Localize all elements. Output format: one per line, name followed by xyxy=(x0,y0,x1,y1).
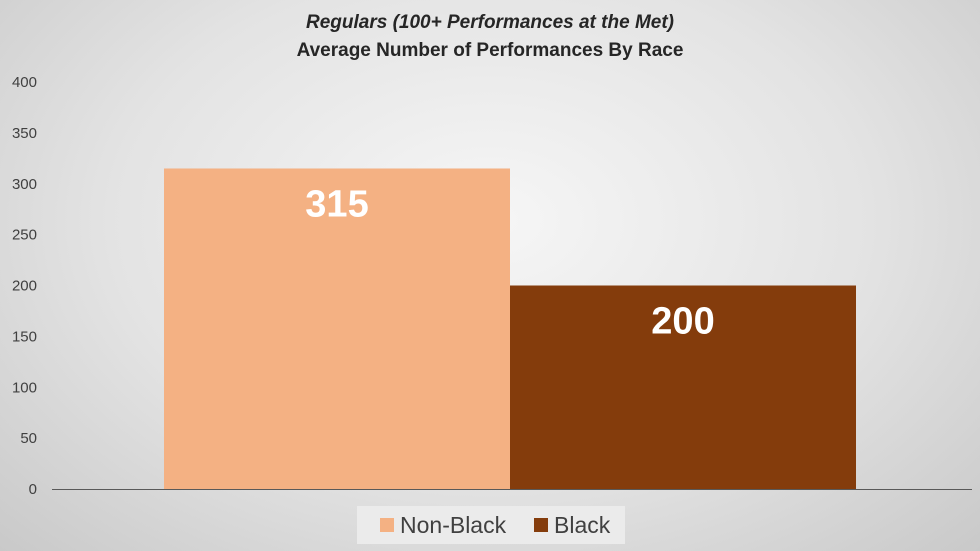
y-tick-label: 200 xyxy=(12,278,37,295)
data-label: 315 xyxy=(305,183,368,225)
bar-non-black xyxy=(164,168,510,490)
y-tick-label: 100 xyxy=(12,379,37,396)
legend-swatch xyxy=(534,518,548,532)
legend-swatch xyxy=(380,518,394,532)
y-tick-label: 300 xyxy=(12,176,37,193)
y-tick-label: 50 xyxy=(20,430,37,447)
y-axis: 0 50 100 150 200 250 300 350 400 xyxy=(12,74,37,498)
legend-label: Black xyxy=(554,512,611,538)
y-tick-label: 250 xyxy=(12,227,37,244)
y-tick-label: 0 xyxy=(29,481,37,498)
chart-subtitle: Average Number of Performances By Race xyxy=(297,40,684,61)
data-labels: 315 200 xyxy=(305,183,714,342)
legend-box xyxy=(357,506,625,544)
legend-label: Non-Black xyxy=(400,512,507,538)
data-label: 200 xyxy=(651,301,714,343)
bars xyxy=(164,168,856,490)
y-tick-label: 150 xyxy=(12,328,37,345)
y-tick-label: 350 xyxy=(12,125,37,142)
bar-black xyxy=(510,285,856,489)
y-tick-label: 400 xyxy=(12,74,37,91)
legend: Non-Black Black xyxy=(357,506,625,544)
chart-title: Regulars (100+ Performances at the Met) xyxy=(306,12,674,33)
